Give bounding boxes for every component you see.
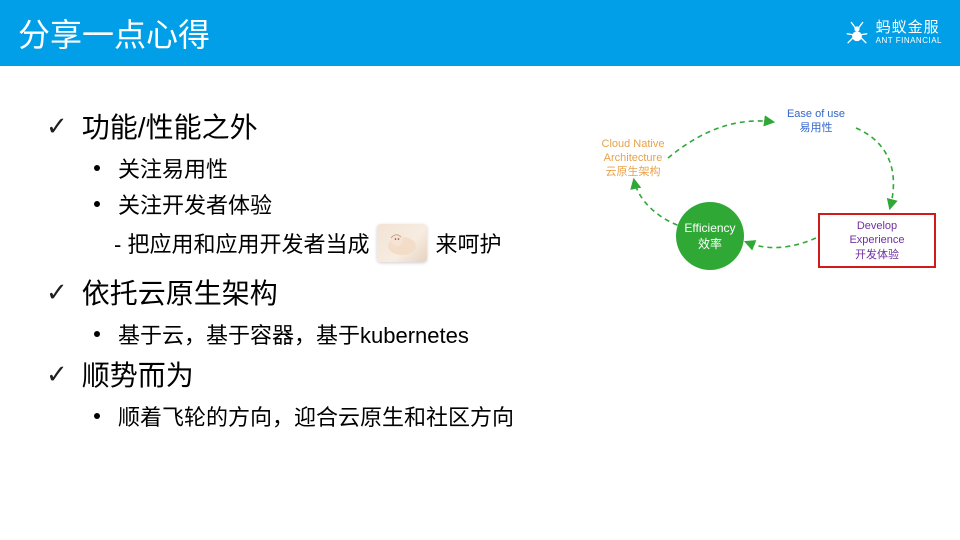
- logo-text-cn: 蚂蚁金服: [876, 20, 942, 37]
- check-icon: ✓: [46, 359, 68, 390]
- bullet-text: 基于云，基于容器，基于kubernetes: [118, 318, 469, 350]
- dot-icon: [94, 165, 100, 171]
- bullet-heading: ✓ 依托云原生架构: [46, 272, 585, 312]
- logo-text-en: ANT FINANCIAL: [876, 37, 942, 46]
- baby-image: [377, 224, 427, 262]
- diagram-arrows: [568, 100, 948, 300]
- dot-icon: [94, 201, 100, 207]
- bullet-sub: 基于云，基于容器，基于kubernetes: [94, 318, 585, 350]
- check-icon: ✓: [46, 277, 68, 308]
- bullet-text: 顺势而为: [82, 354, 194, 394]
- header-bar: 分享一点心得 蚂蚁金服 ANT FINANCIAL: [0, 0, 960, 66]
- bullet-text: 顺着飞轮的方向，迎合云原生和社区方向: [118, 400, 514, 432]
- node-develop-experience: Develop Experience开发体验: [818, 213, 936, 268]
- bullet-heading: ✓ 顺势而为: [46, 354, 585, 394]
- bullet-text: 关注易用性: [118, 152, 228, 184]
- bullet-sub: 关注开发者体验: [94, 188, 585, 220]
- bullet-text: 依托云原生架构: [82, 272, 278, 312]
- bullet-subsub: - 把应用和应用开发者当成 来呵护: [114, 224, 585, 262]
- check-icon: ✓: [46, 111, 68, 142]
- node-ease-of-use: Ease of use易用性: [776, 108, 856, 136]
- bullet-sub: 顺着飞轮的方向，迎合云原生和社区方向: [94, 400, 585, 432]
- node-efficiency: Efficiency效率: [676, 202, 744, 270]
- bullet-text-pre: - 把应用和应用开发者当成: [114, 227, 369, 259]
- bullet-text: 功能/性能之外: [82, 106, 258, 146]
- dot-icon: [94, 413, 100, 419]
- flywheel-diagram: Cloud NativeArchitecture云原生架构 Ease of us…: [568, 100, 948, 300]
- bullet-list: ✓ 功能/性能之外关注易用性关注开发者体验 - 把应用和应用开发者当成 来呵护 ✓ 依托…: [30, 106, 585, 432]
- dot-icon: [94, 331, 100, 337]
- slide-title: 分享一点心得: [18, 10, 210, 56]
- bullet-text-post: 来呵护: [435, 227, 501, 259]
- bullet-text: 关注开发者体验: [118, 188, 272, 220]
- bullet-heading: ✓ 功能/性能之外: [46, 106, 585, 146]
- ant-icon: [844, 20, 870, 46]
- node-cloud-native: Cloud NativeArchitecture云原生架构: [588, 138, 678, 179]
- logo: 蚂蚁金服 ANT FINANCIAL: [844, 20, 942, 46]
- bullet-sub: 关注易用性: [94, 152, 585, 184]
